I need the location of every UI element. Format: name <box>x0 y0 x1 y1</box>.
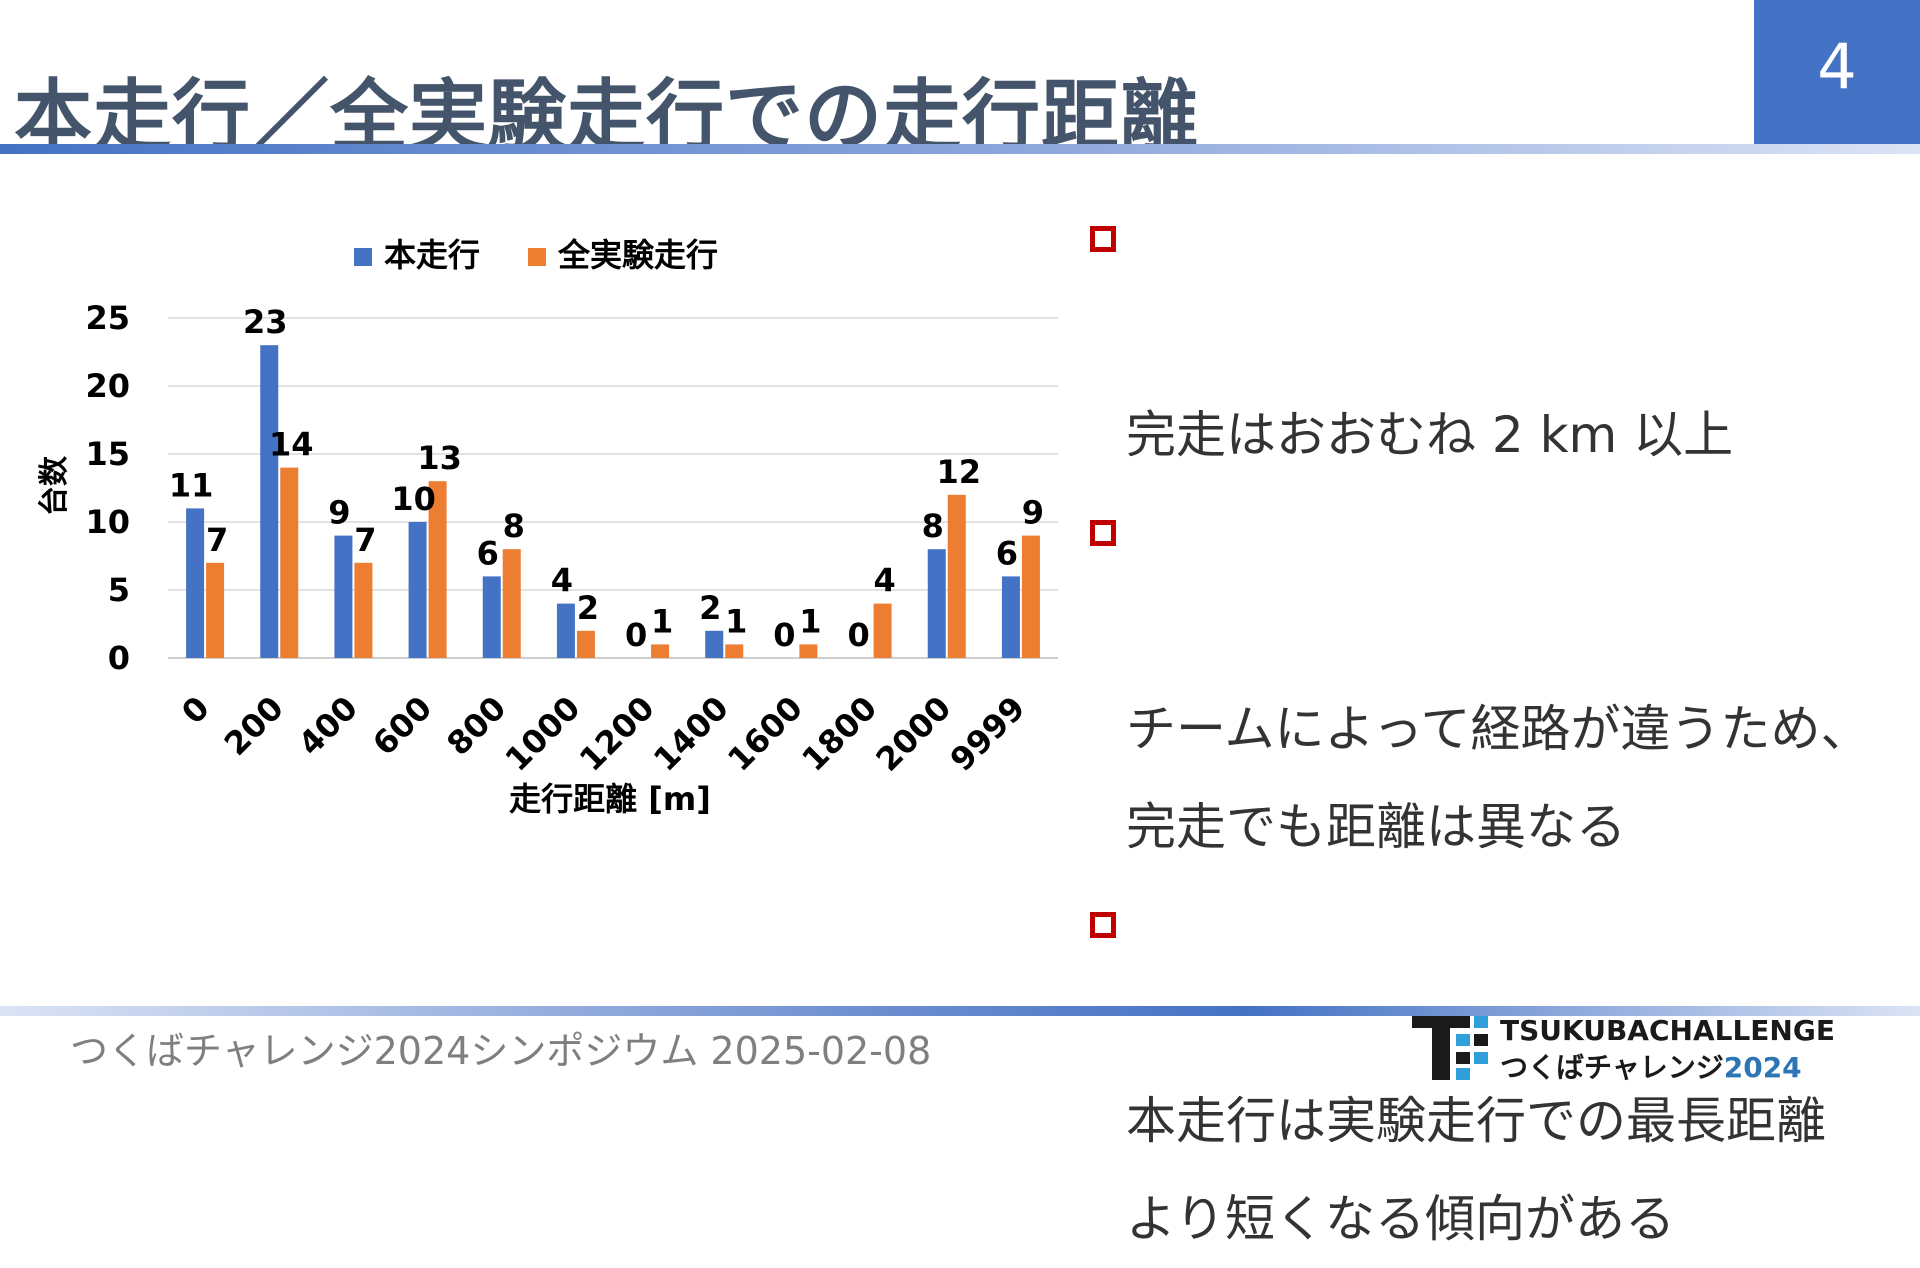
bullet-square-icon <box>1090 912 1116 938</box>
x-tick-label: 1400 <box>646 689 736 779</box>
data-label: 8 <box>503 507 525 545</box>
x-tick-label: 1800 <box>794 689 884 779</box>
bullet-text: 完走はおおむね 2 km 以上 <box>1126 406 1734 464</box>
bar-zenjikken <box>206 562 225 658</box>
x-tick-label: 1200 <box>572 689 662 779</box>
x-tick-label: 200 <box>217 689 291 763</box>
data-label: 1 <box>651 602 673 640</box>
bar-honsoukou <box>927 549 946 658</box>
bar-zenjikken <box>947 494 966 658</box>
x-tick-label: 1600 <box>720 689 810 779</box>
bar-honsoukou <box>556 603 575 658</box>
data-label: 0 <box>773 616 795 654</box>
data-label: 13 <box>417 439 462 477</box>
bullet-item-1: 完走はおおむね 2 km 以上 <box>1090 190 1920 484</box>
data-label: 1 <box>725 602 747 640</box>
legend-swatch <box>528 248 546 266</box>
y-tick-label: 20 <box>85 367 130 405</box>
x-tick-label: 2000 <box>869 689 959 779</box>
x-tick-label: 400 <box>291 689 365 763</box>
logo-subtitle-text: つくばチャレンジ <box>1500 1051 1724 1084</box>
logo-mark-icon <box>1412 1016 1488 1080</box>
bullet-text: チームによって経路が違うため、 完走でも距離は異なる <box>1126 700 1871 856</box>
bar-honsoukou <box>260 345 279 658</box>
footer-text: つくばチャレンジ2024シンポジウム 2025-02-08 <box>70 1029 932 1073</box>
bullet-square-icon <box>1090 520 1116 546</box>
y-tick-labels: 0 5 10 15 20 25 <box>85 299 130 677</box>
data-label: 14 <box>269 426 314 464</box>
data-label: 23 <box>243 303 288 341</box>
data-label: 0 <box>847 616 869 654</box>
data-label: 12 <box>936 453 981 491</box>
bar-honsoukou <box>1001 576 1020 658</box>
data-label: 9 <box>328 494 350 532</box>
page-number: 4 <box>1817 30 1857 103</box>
tsukuba-challenge-logo: TSUKUBACHALLENGE つくばチャレンジ2024 <box>1412 1012 1835 1084</box>
gridlines <box>168 317 1058 659</box>
x-tick-labels: 0 200 400 600 800100012001400160018002000999… <box>174 689 1032 779</box>
data-label: 7 <box>354 521 376 559</box>
bullet-text: 本走行は実験走行での最長距離 より短くなる傾向がある <box>1126 1092 1826 1248</box>
bullet-list: 完走はおおむね 2 km 以上 チームによって経路が違うため、 完走でも距離は異… <box>1090 190 1920 1268</box>
data-label: 4 <box>873 562 895 600</box>
legend-label: 全実験走行 <box>557 236 718 274</box>
y-tick-label: 15 <box>85 435 130 473</box>
data-label: 0 <box>625 616 647 654</box>
y-tick-label: 5 <box>108 571 130 609</box>
data-label: 9 <box>1022 494 1044 532</box>
data-label: 2 <box>577 589 599 627</box>
legend: 本走行 全実験走行 <box>354 236 718 274</box>
bullet-square-icon <box>1090 226 1116 252</box>
bar-zenjikken <box>1021 535 1040 658</box>
bar-honsoukou <box>482 576 501 658</box>
y-tick-label: 10 <box>85 503 130 541</box>
data-label: 11 <box>169 466 214 504</box>
bars <box>186 345 1040 658</box>
bar-zenjikken <box>873 603 892 658</box>
legend-label: 本走行 <box>384 236 480 274</box>
logo-year: 2024 <box>1723 1051 1802 1084</box>
data-label: 2 <box>699 589 721 627</box>
bar-zenjikken <box>502 549 521 658</box>
page-number-box: 4 <box>1754 0 1920 144</box>
data-label: 1 <box>799 602 821 640</box>
data-label: 6 <box>477 534 499 572</box>
bar-zenjikken <box>576 630 595 658</box>
x-tick-label: 0 <box>174 689 217 732</box>
title-underline <box>0 144 1920 154</box>
y-tick-label: 0 <box>108 639 130 677</box>
data-label: 4 <box>551 562 573 600</box>
x-tick-label: 9999 <box>943 689 1033 779</box>
legend-swatch <box>354 248 372 266</box>
bullet-item-2: チームによって経路が違うため、 完走でも距離は異なる <box>1090 484 1920 876</box>
bar-honsoukou <box>186 508 205 658</box>
bar-honsoukou <box>334 535 353 658</box>
data-label: 10 <box>391 480 436 518</box>
x-tick-label: 1000 <box>498 689 588 779</box>
data-label: 6 <box>996 534 1018 572</box>
bar-zenjikken <box>725 644 744 658</box>
x-tick-label: 600 <box>365 689 439 763</box>
bar-zenjikken <box>354 562 373 658</box>
bar-zenjikken <box>799 644 818 658</box>
bar-honsoukou <box>705 630 724 658</box>
y-axis-title: 台数 <box>37 455 72 516</box>
x-axis-title: 走行距離 [m] <box>509 780 711 818</box>
logo-wordmark: TSUKUBACHALLENGE <box>1500 1014 1835 1047</box>
data-label: 7 <box>206 521 228 559</box>
y-tick-label: 25 <box>85 299 130 337</box>
bar-honsoukou <box>408 522 427 658</box>
bar-zenjikken <box>428 481 447 658</box>
bar-zenjikken <box>651 644 670 658</box>
data-label: 8 <box>922 507 944 545</box>
bar-zenjikken <box>280 467 299 658</box>
footer-rule <box>0 1006 1920 1016</box>
logo-subtitle: つくばチャレンジ2024 <box>1500 1046 1802 1086</box>
